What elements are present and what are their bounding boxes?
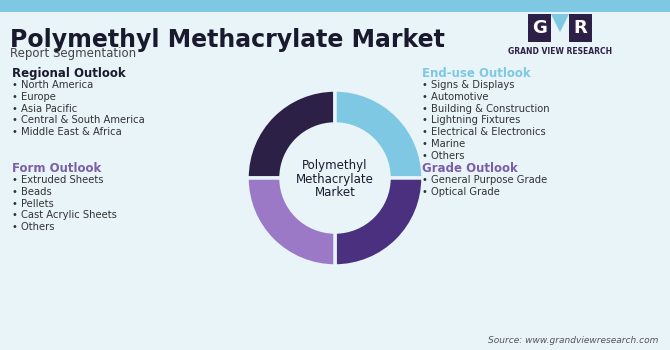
Text: GRAND VIEW RESEARCH: GRAND VIEW RESEARCH: [508, 47, 612, 56]
Text: G: G: [532, 19, 547, 37]
Text: • Beads: • Beads: [12, 187, 52, 197]
Text: Grade Outlook: Grade Outlook: [422, 162, 518, 175]
FancyBboxPatch shape: [0, 0, 670, 12]
Text: R: R: [574, 19, 588, 37]
Text: • Marine: • Marine: [422, 139, 465, 149]
Text: End-use Outlook: End-use Outlook: [422, 67, 531, 80]
Text: • Pellets: • Pellets: [12, 198, 54, 209]
Text: • Extruded Sheets: • Extruded Sheets: [12, 175, 103, 185]
Text: • Signs & Displays: • Signs & Displays: [422, 80, 515, 90]
Text: • Automotive: • Automotive: [422, 92, 488, 102]
Wedge shape: [247, 90, 335, 178]
FancyBboxPatch shape: [569, 14, 592, 42]
Text: • Europe: • Europe: [12, 92, 56, 102]
Text: Market: Market: [314, 186, 356, 198]
Text: • Electrical & Electronics: • Electrical & Electronics: [422, 127, 546, 137]
Wedge shape: [247, 178, 335, 266]
Text: • Building & Construction: • Building & Construction: [422, 104, 549, 114]
Text: • Lightning Fixtures: • Lightning Fixtures: [422, 116, 521, 125]
Wedge shape: [335, 178, 423, 266]
Text: • Middle East & Africa: • Middle East & Africa: [12, 127, 122, 137]
Text: Polymethyl: Polymethyl: [302, 160, 368, 173]
Text: Source: www.grandviewresearch.com: Source: www.grandviewresearch.com: [488, 336, 658, 345]
FancyBboxPatch shape: [528, 14, 551, 42]
Text: Regional Outlook: Regional Outlook: [12, 67, 126, 80]
Text: Report Segmentation: Report Segmentation: [10, 47, 136, 60]
Text: Polymethyl Methacrylate Market: Polymethyl Methacrylate Market: [10, 28, 445, 52]
Text: • General Purpose Grade: • General Purpose Grade: [422, 175, 547, 185]
Text: • Cast Acrylic Sheets: • Cast Acrylic Sheets: [12, 210, 117, 220]
Text: Methacrylate: Methacrylate: [296, 173, 374, 186]
Text: • Optical Grade: • Optical Grade: [422, 187, 500, 197]
Circle shape: [281, 124, 389, 232]
Text: • Central & South America: • Central & South America: [12, 116, 145, 125]
Text: • Others: • Others: [422, 151, 464, 161]
Text: • Asia Pacific: • Asia Pacific: [12, 104, 77, 114]
Polygon shape: [551, 14, 569, 32]
Text: • Others: • Others: [12, 222, 54, 232]
Text: Form Outlook: Form Outlook: [12, 162, 101, 175]
Text: • North America: • North America: [12, 80, 93, 90]
Wedge shape: [335, 90, 423, 178]
